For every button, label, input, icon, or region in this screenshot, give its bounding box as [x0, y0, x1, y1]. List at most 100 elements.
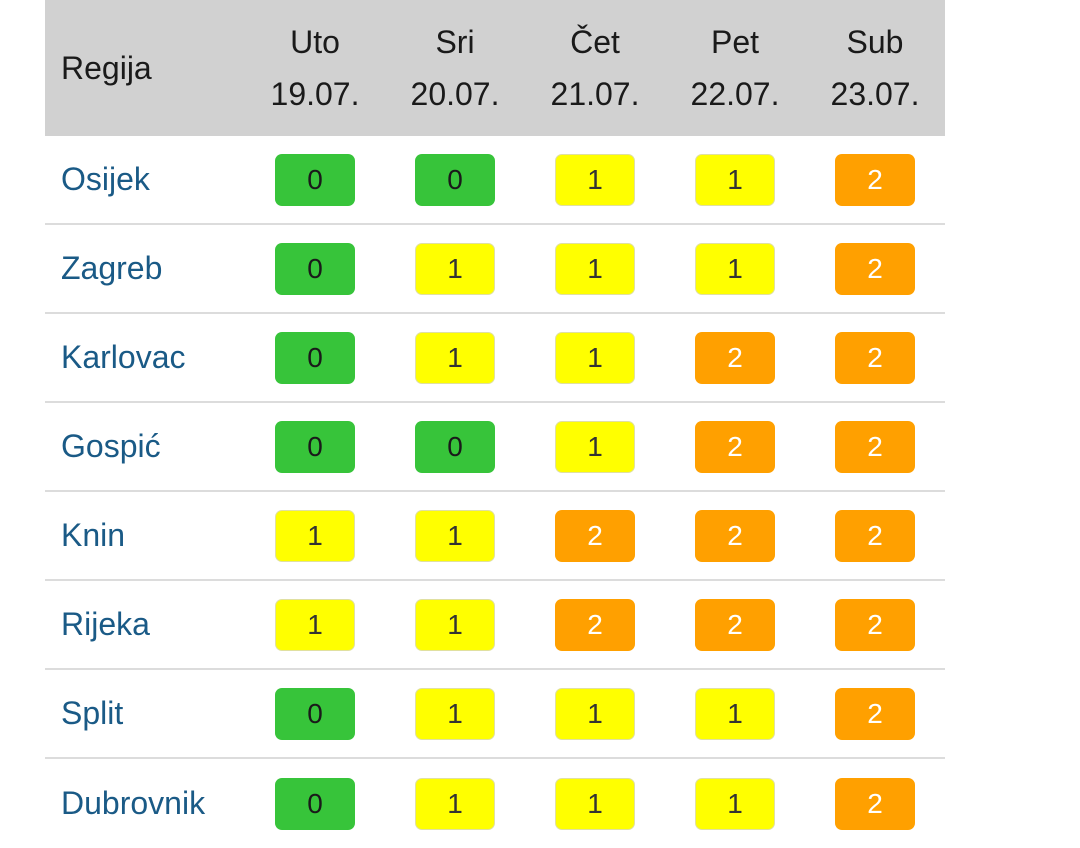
- level-cell: 1: [525, 687, 665, 740]
- level-cell: 2: [805, 509, 945, 562]
- risk-level-badge: 1: [695, 242, 775, 295]
- risk-level-badge: 1: [555, 777, 635, 830]
- risk-level-badge: 2: [695, 509, 775, 562]
- level-cell: 2: [805, 777, 945, 830]
- level-cell: 2: [805, 420, 945, 473]
- risk-level-badge: 2: [695, 598, 775, 651]
- day-name: Čet: [570, 24, 620, 60]
- region-link[interactable]: Gospić: [61, 428, 161, 464]
- table-row: Split 0 1 1 1 2: [45, 670, 945, 759]
- level-cell: 1: [665, 777, 805, 830]
- level-cell: 1: [525, 331, 665, 384]
- day-date: 23.07.: [830, 76, 920, 112]
- region-link[interactable]: Karlovac: [61, 339, 186, 375]
- region-link[interactable]: Split: [61, 695, 124, 731]
- risk-level-badge: 2: [835, 687, 915, 740]
- level-cell: 0: [385, 153, 525, 206]
- risk-level-badge: 0: [275, 420, 355, 473]
- level-cell: 0: [245, 777, 385, 830]
- risk-level-badge: 1: [415, 509, 495, 562]
- day-name: Pet: [710, 24, 760, 60]
- risk-level-badge: 1: [555, 331, 635, 384]
- level-cell: 2: [805, 242, 945, 295]
- risk-level-badge: 2: [695, 420, 775, 473]
- level-cell: 0: [245, 420, 385, 473]
- region-link[interactable]: Dubrovnik: [61, 785, 206, 821]
- risk-level-badge: 2: [835, 420, 915, 473]
- risk-level-badge: 2: [835, 331, 915, 384]
- level-cell: 2: [805, 598, 945, 651]
- level-cell: 1: [525, 777, 665, 830]
- level-cell: 1: [245, 598, 385, 651]
- risk-level-badge: 1: [695, 777, 775, 830]
- level-cell: 1: [665, 242, 805, 295]
- risk-level-badge: 1: [415, 777, 495, 830]
- day-header-4: Sub 23.07.: [805, 16, 945, 120]
- risk-level-badge: 2: [555, 598, 635, 651]
- level-cell: 0: [245, 331, 385, 384]
- risk-level-badge: 1: [415, 242, 495, 295]
- region-link[interactable]: Knin: [61, 517, 126, 553]
- risk-level-badge: 1: [275, 598, 355, 651]
- risk-level-badge: 1: [415, 598, 495, 651]
- day-date: 22.07.: [690, 76, 780, 112]
- level-cell: 1: [385, 598, 525, 651]
- risk-level-badge: 1: [555, 420, 635, 473]
- risk-level-badge: 2: [835, 153, 915, 206]
- level-cell: 1: [245, 509, 385, 562]
- level-cell: 1: [525, 153, 665, 206]
- risk-level-badge: 0: [275, 153, 355, 206]
- table-header: Regija Uto 19.07. Sri 20.07. Čet 21.07. …: [45, 0, 945, 136]
- day-name: Sub: [846, 24, 904, 60]
- risk-level-badge: 2: [835, 509, 915, 562]
- day-header-3: Pet 22.07.: [665, 16, 805, 120]
- table-row: Rijeka 1 1 2 2 2: [45, 581, 945, 670]
- day-name: Uto: [290, 24, 340, 60]
- risk-level-badge: 0: [415, 153, 495, 206]
- table-row: Zagreb 0 1 1 1 2: [45, 225, 945, 314]
- risk-level-badge: 1: [555, 242, 635, 295]
- level-cell: 1: [525, 242, 665, 295]
- day-header-1: Sri 20.07.: [385, 16, 525, 120]
- fire-risk-table: Regija Uto 19.07. Sri 20.07. Čet 21.07. …: [45, 0, 945, 848]
- level-cell: 1: [385, 242, 525, 295]
- level-cell: 1: [385, 687, 525, 740]
- table-row: Knin 1 1 2 2 2: [45, 492, 945, 581]
- risk-level-badge: 0: [275, 687, 355, 740]
- region-link[interactable]: Osijek: [61, 161, 150, 197]
- level-cell: 2: [665, 509, 805, 562]
- risk-level-badge: 1: [695, 153, 775, 206]
- risk-level-badge: 0: [275, 331, 355, 384]
- risk-level-badge: 1: [415, 687, 495, 740]
- risk-level-badge: 2: [835, 242, 915, 295]
- risk-level-badge: 1: [695, 687, 775, 740]
- level-cell: 2: [805, 331, 945, 384]
- level-cell: 2: [525, 509, 665, 562]
- risk-level-badge: 2: [695, 331, 775, 384]
- table-row: Gospić 0 0 1 2 2: [45, 403, 945, 492]
- level-cell: 2: [525, 598, 665, 651]
- day-name: Sri: [435, 24, 475, 60]
- risk-level-badge: 0: [275, 777, 355, 830]
- risk-level-badge: 2: [555, 509, 635, 562]
- table-row: Karlovac 0 1 1 2 2: [45, 314, 945, 403]
- table-row: Dubrovnik 0 1 1 1 2: [45, 759, 945, 848]
- risk-level-badge: 1: [555, 687, 635, 740]
- level-cell: 1: [385, 777, 525, 830]
- level-cell: 2: [665, 598, 805, 651]
- level-cell: 0: [245, 153, 385, 206]
- risk-level-badge: 1: [415, 331, 495, 384]
- risk-level-badge: 2: [835, 777, 915, 830]
- level-cell: 1: [665, 687, 805, 740]
- risk-level-badge: 0: [415, 420, 495, 473]
- risk-level-badge: 0: [275, 242, 355, 295]
- level-cell: 0: [245, 242, 385, 295]
- region-link[interactable]: Rijeka: [61, 606, 150, 642]
- risk-level-badge: 1: [275, 509, 355, 562]
- risk-level-badge: 1: [555, 153, 635, 206]
- region-link[interactable]: Zagreb: [61, 250, 163, 286]
- level-cell: 1: [385, 331, 525, 384]
- risk-level-badge: 2: [835, 598, 915, 651]
- level-cell: 0: [385, 420, 525, 473]
- level-cell: 2: [805, 687, 945, 740]
